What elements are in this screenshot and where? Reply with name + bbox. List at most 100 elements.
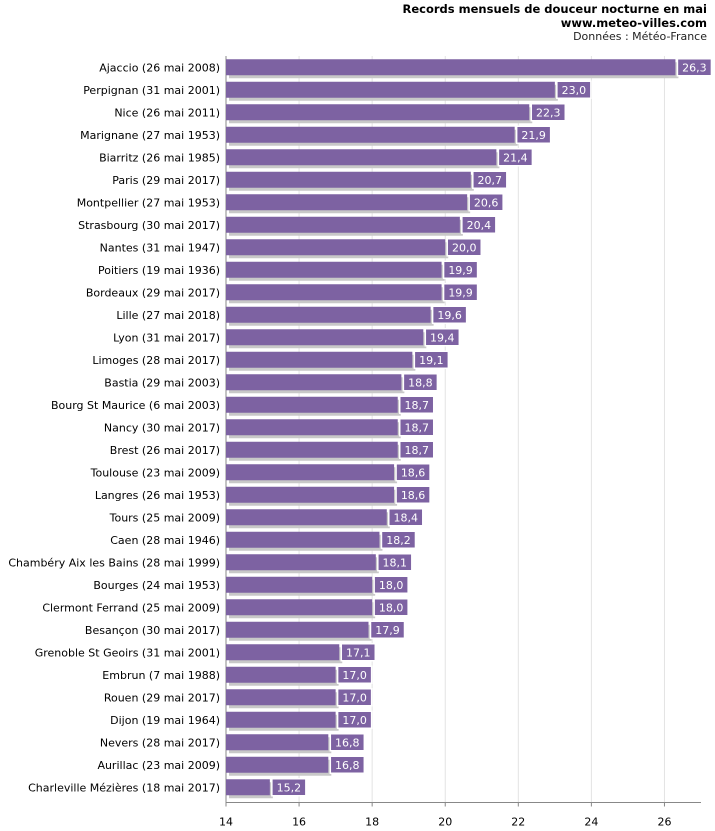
category-label: Charleville Mézières (18 mai 2017): [28, 781, 220, 794]
category-label: Poitiers (19 mai 1936): [98, 264, 220, 277]
bar: [226, 419, 398, 436]
category-label: Lille (27 mai 2018): [116, 309, 220, 322]
value-label: 20,0: [452, 241, 477, 254]
website-link[interactable]: www.meteo-villes.com: [560, 16, 707, 30]
value-label-box: [676, 58, 713, 77]
category-label: Montpellier (27 mai 1953): [77, 196, 220, 209]
category-label: Bordeaux (29 mai 2017): [86, 286, 220, 299]
value-label-box: [329, 755, 366, 774]
value-label-box: [398, 418, 435, 437]
bar: [226, 486, 395, 503]
value-label-box: [377, 553, 413, 572]
category-label: Embrun (7 mai 1988): [102, 669, 220, 682]
value-label-box: [461, 215, 497, 234]
bar: [226, 239, 446, 256]
bar: [226, 396, 398, 413]
category-label: Paris (29 mai 2017): [112, 174, 220, 187]
bar: [226, 779, 270, 796]
bar: [226, 621, 369, 638]
category-label: Bastia (29 mai 2003): [104, 376, 220, 389]
category-label: Lyon (31 mai 2017): [113, 331, 220, 344]
category-label: Clermont Ferrand (25 mai 2009): [42, 601, 220, 614]
value-label: 17,1: [346, 646, 371, 659]
bar: [226, 711, 336, 728]
value-label-box: [515, 125, 552, 144]
value-label-box: [556, 80, 592, 99]
bar: [226, 81, 555, 98]
value-label: 26,3: [682, 61, 707, 74]
bar: [226, 126, 515, 143]
category-label: Biarritz (26 mai 1985): [99, 151, 220, 164]
category-label: Marignane (27 mai 1953): [80, 129, 220, 142]
chart-title: Records mensuels de douceur nocturne en …: [402, 2, 707, 16]
category-label: Limoges (28 mai 2017): [92, 354, 220, 367]
value-label: 19,4: [430, 331, 455, 344]
value-label-box: [388, 508, 424, 527]
category-label: Brest (26 mai 2017): [110, 444, 220, 457]
value-label: 18,0: [379, 601, 404, 614]
value-label: 23,0: [562, 84, 587, 97]
value-label-box: [336, 665, 373, 684]
x-tick-label: 16: [292, 816, 306, 829]
value-label: 16,8: [335, 736, 360, 749]
bar: [226, 599, 373, 616]
bar: [226, 104, 530, 121]
value-label: 18,1: [383, 556, 408, 569]
bar: [226, 306, 431, 323]
value-label-box: [380, 530, 417, 549]
category-label: Nancy (30 mai 2017): [104, 421, 220, 434]
value-label-box: [373, 598, 409, 617]
bar: [226, 554, 376, 571]
bar: [226, 756, 329, 773]
bar: [226, 531, 380, 548]
bar: [226, 464, 395, 481]
category-label: Dijon (19 mai 1964): [110, 714, 220, 727]
bar: [226, 261, 442, 278]
bar: [226, 441, 398, 458]
value-label-box: [472, 170, 508, 189]
bar: [226, 59, 676, 76]
category-label: Aurillac (23 mai 2009): [97, 759, 220, 772]
category-label: Nice (26 mai 2011): [114, 106, 220, 119]
chart-header: Records mensuels de douceur nocturne en …: [403, 2, 707, 44]
x-tick-label: 24: [584, 816, 598, 829]
value-label-box: [442, 260, 479, 279]
x-tick-label: 20: [438, 816, 452, 829]
value-label: 20,6: [474, 196, 499, 209]
value-label: 17,0: [342, 714, 367, 727]
category-label: Grenoble St Geoirs (31 mai 2001): [35, 646, 220, 659]
value-label-box: [497, 148, 534, 167]
bar: [226, 374, 402, 391]
bar: [226, 734, 329, 751]
category-label: Bourg St Maurice (6 mai 2003): [51, 399, 220, 412]
value-label-box: [398, 440, 435, 459]
category-label: Tours (25 mai 2009): [109, 511, 220, 524]
value-label-box: [373, 575, 409, 594]
bar: [226, 149, 497, 166]
value-label-box: [446, 238, 482, 257]
category-label: Besançon (30 mai 2017): [85, 624, 220, 637]
value-label-box: [395, 463, 431, 482]
bar: [226, 171, 471, 188]
value-label: 18,7: [404, 421, 429, 434]
value-label-box: [442, 283, 479, 302]
category-label: Perpignan (31 mai 2001): [83, 84, 220, 97]
value-label-box: [398, 395, 435, 414]
x-tick-label: 14: [219, 816, 233, 829]
value-label: 17,9: [375, 624, 400, 637]
value-label: 19,6: [437, 309, 462, 322]
bar: [226, 689, 336, 706]
value-label: 21,9: [521, 129, 546, 142]
bar: [226, 576, 373, 593]
value-label-box: [395, 485, 431, 504]
category-label: Nantes (31 mai 1947): [100, 241, 220, 254]
data-source: Données : Météo-France: [573, 30, 707, 43]
category-label: Strasbourg (30 mai 2017): [78, 219, 220, 232]
value-label: 22,3: [536, 106, 561, 119]
value-label: 19,9: [448, 286, 473, 299]
value-label: 15,2: [277, 781, 302, 794]
category-label: Toulouse (23 mai 2009): [90, 466, 220, 479]
x-tick-label: 26: [657, 816, 671, 829]
bar: [226, 509, 387, 526]
